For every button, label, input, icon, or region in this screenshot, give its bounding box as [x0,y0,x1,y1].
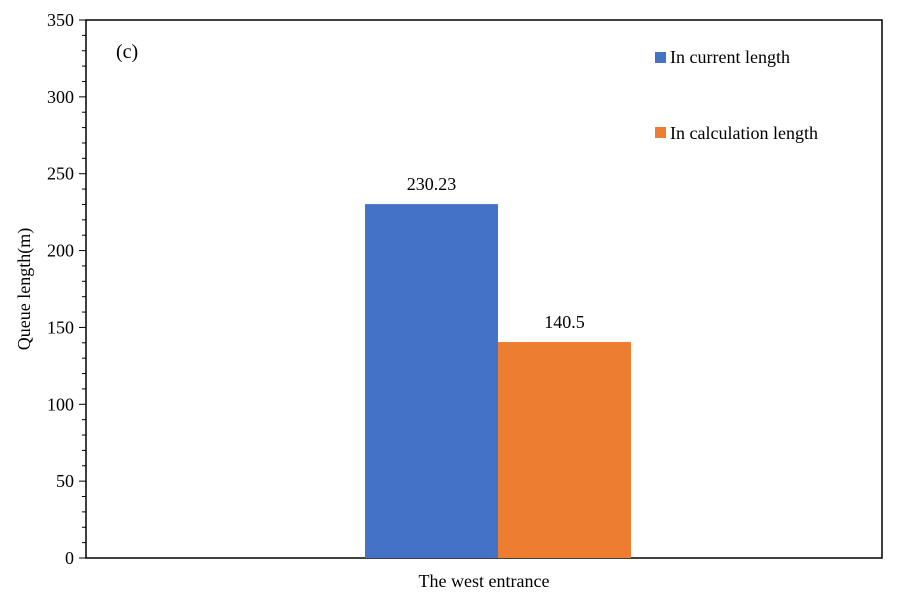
legend-swatch-calculation [655,127,666,138]
x-category-label: The west entrance [419,571,550,590]
legend-swatch-current [655,52,666,63]
bar-calculation-length [498,342,631,558]
legend: In current length In calculation length [655,47,818,143]
legend-label-calculation: In calculation length [670,123,818,143]
y-axis-title: Queue length(m) [14,228,35,350]
bar-value-label: 230.23 [407,174,457,194]
bar-series [365,204,631,558]
y-tick-label: 0 [65,548,74,568]
y-tick-label: 200 [47,241,74,261]
y-tick-label: 100 [47,394,74,414]
y-tick-label: 350 [47,10,74,30]
bar-current-length [365,204,498,558]
y-tick-label: 300 [47,87,74,107]
y-tick-label: 150 [47,317,74,337]
legend-label-current: In current length [670,47,790,67]
bar-value-label: 140.5 [544,312,585,332]
y-axis-ticks: 0 50 100 150 200 250 300 350 [47,10,86,568]
y-tick-label: 250 [47,164,74,184]
panel-label: (c) [116,41,138,63]
y-tick-label: 50 [56,471,74,491]
data-labels: 230.23 140.5 [407,174,585,332]
